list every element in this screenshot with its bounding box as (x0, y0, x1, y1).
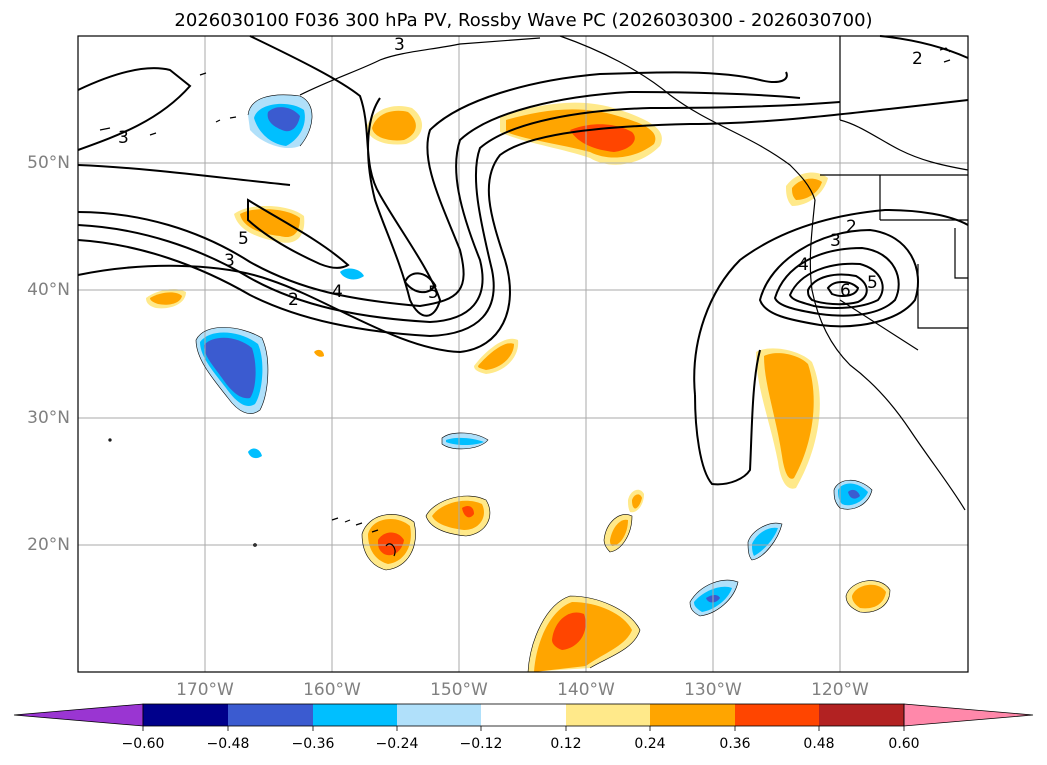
coastlines (99, 35, 969, 557)
colorbar-tick-label: 0.24 (634, 736, 666, 752)
pos-anomaly-blob (240, 209, 300, 238)
contour-label: 3 (118, 128, 129, 148)
colorbar-segment (481, 704, 566, 726)
map-title: 2026030100 F036 300 hPa PV, Rossby Wave … (174, 10, 873, 31)
pos-anomaly-blob (764, 353, 814, 479)
contour-label-group: 2 3 4 5 2 3 4 5 6 3 5 2 3 (118, 35, 923, 310)
colorbar-extend-low (13, 703, 144, 727)
lon-label: 160°W (303, 680, 361, 700)
contour-label: 2 (846, 217, 857, 237)
colorbar-segment (566, 704, 650, 726)
pv-contours (77, 35, 969, 486)
neg-anomaly-blob (446, 437, 484, 445)
colorbar-tick-label: 0.48 (803, 736, 835, 752)
lon-label: 130°W (684, 680, 742, 700)
contour-label: 2 (288, 290, 299, 310)
contour-label: 2 (912, 49, 923, 69)
colorbar-segment (228, 704, 313, 726)
contour-label: 4 (798, 255, 809, 275)
neg-anomaly-blob (267, 107, 300, 132)
colorbar-extend-high (903, 703, 1034, 727)
colorbar-outline (142, 703, 905, 727)
contour-label: 3 (830, 231, 841, 251)
map-figure: 2 3 4 5 2 3 4 5 6 3 5 2 3 (77, 35, 969, 673)
neg-anomaly-blob (204, 337, 256, 399)
lat-label: 30°N (27, 408, 70, 428)
neg-anomaly-blob (340, 268, 364, 280)
neg-anomaly-blob (848, 489, 860, 499)
pos-anomaly-blob (462, 506, 474, 518)
lon-label: 140°W (557, 680, 615, 700)
colorbar-tick-label: −0.24 (375, 736, 419, 752)
contour-label: 5 (867, 273, 878, 293)
colorbar-tick-label: −0.36 (291, 736, 335, 752)
pos-anomaly-blob (852, 584, 886, 609)
contour-label: 3 (224, 251, 235, 271)
contour-label: 5 (428, 283, 439, 303)
lon-label: 170°W (176, 680, 234, 700)
colorbar-tick-label: −0.48 (206, 736, 250, 752)
lat-label: 20°N (27, 535, 70, 555)
contour-label: 4 (332, 282, 343, 302)
colorbar-tick-label: −0.12 (459, 736, 503, 752)
contour-label: 6 (840, 281, 851, 301)
colorbar-segment (819, 704, 904, 726)
colorbar-segment (650, 704, 735, 726)
colorbar-tick-label: 0.36 (719, 736, 751, 752)
colorbar-segment (313, 704, 397, 726)
pos-anomaly-blob (632, 494, 642, 509)
pos-anomaly-blob (610, 519, 628, 546)
lon-label: 120°W (811, 680, 869, 700)
pos-anomaly-blob (372, 110, 416, 141)
neg-anomaly-blob (248, 448, 262, 459)
map-frame (77, 35, 969, 673)
pos-anomaly-blob (314, 349, 324, 357)
graticule (78, 36, 968, 672)
colorbar-segment (735, 704, 819, 726)
pos-anomaly-blob (792, 178, 822, 200)
contour-label: 5 (238, 229, 249, 249)
pos-anomaly-blob (150, 292, 182, 305)
lat-label: 50°N (27, 153, 70, 173)
pv-anomaly-shading (146, 94, 890, 672)
lat-label: 40°N (27, 280, 70, 300)
colorbar-tick-label: 0.12 (550, 736, 582, 752)
pos-anomaly-blob (478, 343, 514, 370)
colorbar-tick-label: 0.60 (888, 736, 920, 752)
colorbar-segment (397, 704, 481, 726)
lon-label: 150°W (430, 680, 488, 700)
neg-anomaly-blob (752, 527, 778, 556)
pos-anomaly-blob (552, 612, 586, 650)
colorbar-tick-label: −0.60 (121, 736, 165, 752)
pos-anomaly-blob (534, 602, 632, 672)
colorbar-segment (143, 704, 228, 726)
anomaly-outline-contours (195, 94, 891, 673)
contour-label: 3 (394, 35, 405, 55)
